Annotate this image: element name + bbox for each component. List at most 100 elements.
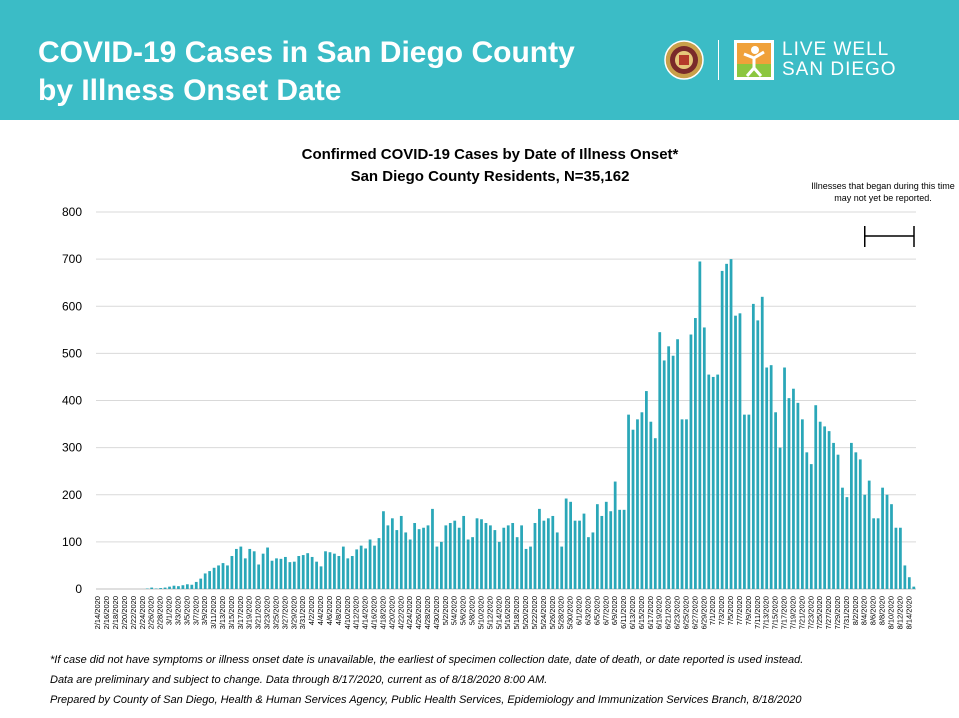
brand-line2: SAN DIEGO bbox=[782, 59, 897, 80]
bar bbox=[809, 464, 813, 589]
bar bbox=[306, 553, 310, 589]
bar bbox=[355, 549, 359, 589]
x-tick-label: 7/17/2020 bbox=[780, 596, 789, 629]
x-tick-label: 4/8/2020 bbox=[334, 596, 343, 625]
x-tick-label: 7/13/2020 bbox=[762, 596, 771, 629]
x-tick-label: 7/11/2020 bbox=[753, 596, 762, 629]
bar bbox=[431, 508, 434, 589]
bar bbox=[774, 412, 777, 589]
bar bbox=[832, 442, 835, 589]
bar bbox=[711, 376, 715, 589]
bar bbox=[333, 553, 336, 589]
x-tick-label: 7/19/2020 bbox=[788, 596, 797, 629]
x-tick-label: 5/8/2020 bbox=[468, 596, 477, 625]
bar bbox=[199, 578, 203, 589]
x-tick-label: 6/27/2020 bbox=[690, 596, 699, 629]
logo-divider bbox=[718, 40, 719, 80]
bar bbox=[805, 452, 809, 589]
x-tick-label: 6/1/2020 bbox=[575, 596, 584, 625]
bar bbox=[368, 539, 372, 589]
bar bbox=[190, 584, 194, 589]
bar bbox=[208, 571, 212, 589]
bar bbox=[506, 525, 510, 589]
x-tick-label: 7/23/2020 bbox=[806, 596, 815, 629]
bar bbox=[551, 515, 555, 589]
reporting-lag-note: Illnesses that began during this time ma… bbox=[811, 181, 955, 203]
footnote-2: Data are preliminary and subject to chan… bbox=[50, 674, 548, 686]
bar bbox=[578, 520, 581, 589]
bar bbox=[765, 367, 769, 589]
bar bbox=[408, 539, 412, 589]
x-tick-label: 3/27/2020 bbox=[280, 596, 289, 629]
live-well-logo-icon bbox=[734, 40, 774, 80]
bar bbox=[475, 518, 479, 589]
bar bbox=[743, 414, 746, 589]
bar bbox=[609, 511, 613, 589]
bar bbox=[359, 545, 363, 589]
y-tick-label: 100 bbox=[62, 535, 82, 549]
x-tick-label: 2/16/2020 bbox=[102, 596, 111, 629]
page-title: COVID-19 Cases in San Diego County by Il… bbox=[38, 34, 575, 110]
page-title-line2: by Illness Onset Date bbox=[38, 74, 342, 107]
x-tick-label: 4/4/2020 bbox=[316, 596, 325, 625]
bar bbox=[800, 419, 804, 589]
x-tick-label: 3/15/2020 bbox=[227, 596, 236, 629]
bar bbox=[622, 509, 626, 589]
y-tick-label: 600 bbox=[62, 299, 82, 313]
x-tick-label: 4/14/2020 bbox=[361, 596, 370, 629]
bar bbox=[747, 414, 751, 589]
bar bbox=[529, 546, 532, 589]
chart-subtitle: San Diego County Residents, N=35,162 bbox=[350, 168, 630, 185]
bar bbox=[159, 588, 162, 589]
chart-title: Confirmed COVID-19 Cases by Date of Illn… bbox=[200, 144, 780, 188]
x-tick-label: 4/20/2020 bbox=[387, 596, 396, 629]
bar bbox=[591, 532, 595, 589]
footnotes: *If case did not have symptoms or illnes… bbox=[50, 650, 950, 710]
bar bbox=[181, 585, 185, 589]
y-tick-label: 500 bbox=[62, 346, 82, 360]
bar bbox=[631, 429, 635, 589]
bar bbox=[613, 481, 617, 589]
bar bbox=[404, 532, 408, 589]
x-tick-label: 5/14/2020 bbox=[494, 596, 503, 629]
bar bbox=[243, 558, 247, 589]
bar bbox=[836, 454, 840, 589]
x-tick-label: 3/31/2020 bbox=[298, 596, 307, 629]
bar bbox=[266, 547, 269, 589]
bar bbox=[881, 487, 884, 589]
x-tick-label: 6/17/2020 bbox=[646, 596, 655, 629]
y-tick-label: 400 bbox=[62, 394, 82, 408]
x-tick-label: 3/1/2020 bbox=[165, 596, 174, 625]
bar bbox=[751, 303, 755, 589]
bar bbox=[324, 551, 327, 589]
x-tick-label: 3/9/2020 bbox=[200, 596, 209, 625]
bar bbox=[422, 527, 425, 589]
bar bbox=[453, 520, 457, 589]
x-tick-label: 6/19/2020 bbox=[655, 596, 664, 629]
bar bbox=[595, 504, 599, 589]
x-tick-label: 7/31/2020 bbox=[842, 596, 851, 629]
x-tick-label: 7/15/2020 bbox=[771, 596, 780, 629]
x-tick-label: 3/5/2020 bbox=[182, 596, 191, 625]
x-tick-label: 7/27/2020 bbox=[824, 596, 833, 629]
bar bbox=[903, 565, 907, 589]
bar bbox=[217, 565, 220, 589]
bar bbox=[346, 558, 350, 589]
bar bbox=[734, 315, 737, 589]
x-tick-label: 3/21/2020 bbox=[254, 596, 263, 629]
x-tick-label: 5/16/2020 bbox=[503, 596, 512, 629]
bar bbox=[194, 581, 198, 589]
bar bbox=[417, 529, 421, 589]
bar bbox=[497, 541, 501, 590]
bar bbox=[284, 556, 287, 589]
bar bbox=[373, 545, 376, 589]
x-tick-label: 3/7/2020 bbox=[191, 596, 200, 625]
bar bbox=[618, 509, 622, 589]
x-tick-label: 2/26/2020 bbox=[147, 596, 156, 629]
bar bbox=[515, 537, 519, 589]
bar bbox=[520, 525, 523, 589]
footnote-3: Prepared by County of San Diego, Health … bbox=[50, 694, 802, 706]
x-tick-label: 2/28/2020 bbox=[156, 596, 165, 629]
bar bbox=[698, 261, 702, 589]
